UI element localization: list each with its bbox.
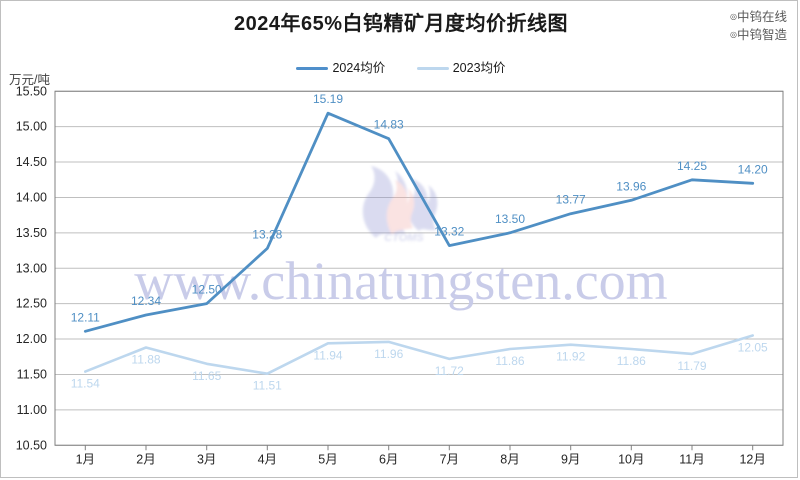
svg-text:13.50: 13.50 — [495, 212, 525, 226]
svg-text:8月: 8月 — [500, 452, 519, 466]
svg-text:12.50: 12.50 — [16, 297, 47, 311]
svg-text:13.00: 13.00 — [16, 261, 47, 275]
svg-text:11.65: 11.65 — [192, 369, 221, 383]
svg-text:12月: 12月 — [739, 452, 765, 466]
svg-text:11.88: 11.88 — [131, 353, 160, 367]
svg-text:11.50: 11.50 — [17, 367, 47, 381]
svg-text:5月: 5月 — [318, 452, 337, 466]
svg-text:10.50: 10.50 — [16, 438, 47, 452]
svg-text:3月: 3月 — [197, 452, 216, 466]
svg-text:12.11: 12.11 — [71, 310, 100, 324]
svg-text:15.50: 15.50 — [16, 84, 47, 98]
svg-text:13.50: 13.50 — [16, 226, 47, 240]
svg-text:11.54: 11.54 — [71, 377, 100, 391]
svg-text:15.19: 15.19 — [313, 92, 343, 106]
svg-text:13.96: 13.96 — [616, 179, 646, 193]
svg-text:7月: 7月 — [440, 452, 459, 466]
svg-text:11.94: 11.94 — [313, 348, 342, 362]
svg-text:11.86: 11.86 — [495, 354, 524, 368]
svg-text:12.50: 12.50 — [192, 283, 222, 297]
svg-text:13.28: 13.28 — [252, 227, 282, 241]
svg-text:11.00: 11.00 — [17, 403, 47, 417]
svg-text:10月: 10月 — [618, 452, 644, 466]
svg-text:4月: 4月 — [258, 452, 277, 466]
svg-text:14.83: 14.83 — [374, 118, 404, 132]
svg-text:13.32: 13.32 — [434, 225, 464, 239]
svg-text:12.05: 12.05 — [738, 341, 768, 355]
svg-text:CTOMS: CTOMS — [384, 232, 424, 244]
svg-text:11.92: 11.92 — [556, 350, 585, 364]
svg-text:2月: 2月 — [136, 452, 155, 466]
svg-text:11.96: 11.96 — [374, 347, 403, 361]
svg-text:1月: 1月 — [76, 452, 95, 466]
svg-text:11.51: 11.51 — [253, 379, 282, 393]
svg-text:14.25: 14.25 — [677, 159, 707, 173]
svg-text:14.50: 14.50 — [16, 155, 47, 169]
svg-text:11.86: 11.86 — [617, 354, 646, 368]
svg-text:12.34: 12.34 — [131, 294, 161, 308]
svg-text:12.00: 12.00 — [16, 332, 47, 346]
svg-text:14.20: 14.20 — [738, 162, 768, 176]
svg-text:11.72: 11.72 — [435, 364, 464, 378]
svg-text:15.00: 15.00 — [16, 120, 47, 134]
svg-text:11月: 11月 — [679, 452, 704, 466]
svg-text:www.chinatungsten.com: www.chinatungsten.com — [134, 251, 667, 311]
svg-text:6月: 6月 — [379, 452, 398, 466]
svg-text:13.77: 13.77 — [556, 193, 586, 207]
svg-text:11.79: 11.79 — [677, 359, 706, 373]
svg-text:9月: 9月 — [561, 452, 580, 466]
svg-text:14.00: 14.00 — [16, 190, 47, 204]
